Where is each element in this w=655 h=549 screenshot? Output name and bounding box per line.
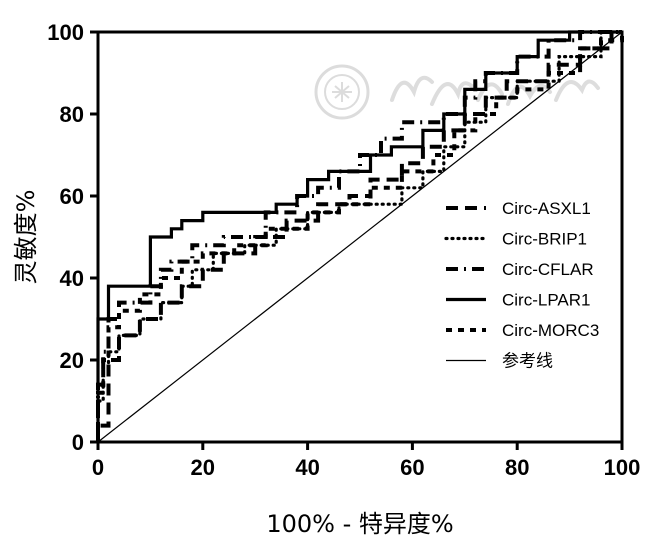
x-tick-label: 20: [191, 455, 215, 480]
y-tick-label: 20: [60, 348, 84, 373]
series-line-circ-asxl1: [96, 30, 622, 442]
plot-area: [96, 30, 624, 444]
watermark-seal-mark: [332, 82, 352, 102]
legend-label: 参考线: [502, 352, 553, 371]
legend-label: Circ-BRIP1: [502, 230, 587, 249]
watermark-script: [390, 75, 600, 106]
watermark-seal-outer: [314, 64, 370, 120]
x-tick-label: 80: [505, 455, 529, 480]
y-tick-label: 80: [60, 102, 84, 127]
y-axis-title: 灵敏度%: [12, 190, 40, 285]
x-axis-title: 100% - 特异度%: [266, 510, 453, 538]
watermark-seal-inner: [324, 74, 360, 110]
legend: Circ-ASXL1 Circ-BRIP1 Circ-CFLAR Circ-LPAR1…: [444, 199, 599, 371]
series-line-reference: [97, 31, 623, 443]
series-line-circ-cflar: [96, 30, 622, 442]
x-tick-label: 60: [400, 455, 424, 480]
y-tick-label: 0: [72, 430, 84, 455]
legend-label: Circ-LPAR1: [502, 291, 590, 310]
x-tick-label: 40: [295, 455, 319, 480]
legend-label: Circ-MORC3: [502, 321, 599, 340]
x-tick-label: 100: [604, 455, 641, 480]
series-line-circ-lpar1: [96, 30, 622, 442]
y-tick-label: 100: [47, 20, 84, 45]
y-tick-label: 60: [60, 184, 84, 209]
series-line-circ-brip1: [96, 30, 624, 444]
x-tick-label: 0: [92, 455, 104, 480]
plot-frame: [96, 30, 624, 444]
axes: 0 20 40 60 80 100 0 20 40 60 80 100: [47, 20, 640, 480]
legend-label: Circ-ASXL1: [502, 199, 591, 218]
y-tick-label: 40: [60, 266, 84, 291]
series-layer: [96, 30, 624, 444]
watermark: [314, 64, 600, 120]
legend-label: Circ-CFLAR: [502, 260, 594, 279]
